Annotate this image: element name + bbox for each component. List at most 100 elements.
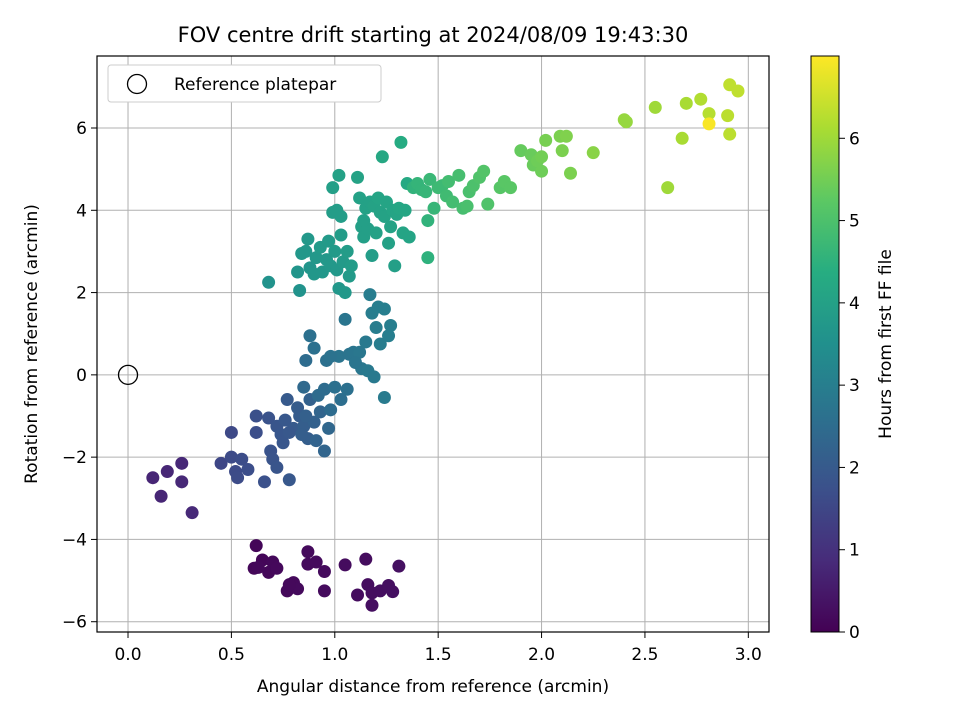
data-point xyxy=(278,413,292,427)
colorbar-ticks: 0 1 2 3 4 5 6 xyxy=(839,129,860,643)
x-tick-label: 0.0 xyxy=(114,645,141,665)
data-point xyxy=(386,585,400,599)
data-point xyxy=(442,174,456,188)
data-point xyxy=(301,545,315,559)
colorbar-tick-label: 1 xyxy=(849,541,860,561)
x-tick-label: 1.5 xyxy=(425,645,452,665)
legend-box xyxy=(107,64,382,103)
data-point xyxy=(481,197,495,211)
data-point xyxy=(446,195,460,209)
data-point xyxy=(309,434,323,448)
data-point xyxy=(324,349,338,363)
data-point xyxy=(307,341,321,355)
data-point xyxy=(394,135,408,149)
data-point xyxy=(231,471,245,485)
data-point xyxy=(235,452,249,466)
data-point xyxy=(332,168,346,182)
data-point xyxy=(338,286,352,300)
data-point xyxy=(293,284,307,298)
data-point xyxy=(340,382,354,396)
data-point xyxy=(175,475,189,489)
data-point xyxy=(421,214,435,228)
colorbar-tick-label: 4 xyxy=(849,294,860,314)
y-tick-label: 2 xyxy=(76,284,87,304)
data-point xyxy=(586,146,600,160)
data-point xyxy=(514,144,528,158)
data-point xyxy=(282,425,296,439)
data-point xyxy=(241,462,255,476)
data-point xyxy=(460,199,474,213)
data-point xyxy=(328,380,342,394)
legend: Reference platepar xyxy=(107,64,382,103)
data-point xyxy=(291,265,305,279)
y-tick-label: −6 xyxy=(62,613,87,633)
data-point xyxy=(282,473,296,487)
data-point xyxy=(369,321,383,335)
data-point xyxy=(392,559,406,573)
data-point xyxy=(295,428,309,442)
data-point xyxy=(317,584,331,598)
data-point xyxy=(276,436,290,450)
y-tick-label: 6 xyxy=(76,119,87,139)
y-tick-label: 0 xyxy=(76,366,87,386)
data-point xyxy=(357,214,371,228)
grid xyxy=(97,56,769,632)
data-point xyxy=(353,345,367,359)
colorbar-tick-label: 3 xyxy=(849,376,860,396)
data-point xyxy=(675,131,689,145)
data-point xyxy=(452,168,466,182)
data-point xyxy=(731,84,745,98)
colorbar: 0 1 2 3 4 5 6 Hours from first FF file xyxy=(810,55,896,643)
data-point xyxy=(262,275,276,289)
y-tick-label: −2 xyxy=(62,448,87,468)
x-axis-ticks: 0.0 0.5 1.0 1.5 2.0 2.5 3.0 xyxy=(114,632,762,665)
data-point xyxy=(694,92,708,106)
data-point xyxy=(249,539,263,553)
data-point xyxy=(326,181,340,195)
data-point xyxy=(504,181,518,195)
data-point xyxy=(702,107,716,121)
data-point xyxy=(299,353,313,367)
legend-marker-icon xyxy=(126,73,148,95)
data-point xyxy=(365,598,379,612)
data-point xyxy=(539,133,553,147)
data-point xyxy=(340,244,354,258)
data-point xyxy=(146,471,160,485)
colorbar-label: Hours from first FF file xyxy=(876,249,896,439)
data-point xyxy=(367,370,381,384)
legend-label: Reference platepar xyxy=(174,75,336,95)
data-point xyxy=(160,465,174,479)
colorbar-tick-label: 0 xyxy=(849,623,860,643)
data-point xyxy=(317,444,331,458)
data-point xyxy=(185,506,199,520)
colorbar-tick-label: 5 xyxy=(849,212,860,232)
data-point xyxy=(423,172,437,186)
data-point xyxy=(297,380,311,394)
data-point xyxy=(309,251,323,265)
colorbar-gradient xyxy=(810,55,840,633)
data-point xyxy=(334,228,348,242)
data-point xyxy=(477,164,491,178)
data-point xyxy=(384,318,398,332)
x-tick-label: 2.0 xyxy=(528,645,555,665)
colorbar-tick-label: 6 xyxy=(849,129,860,149)
data-point xyxy=(359,335,373,349)
data-point xyxy=(270,561,284,575)
y-axis-ticks: −6 −4 −2 0 2 4 6 xyxy=(62,119,97,633)
data-point xyxy=(351,170,365,184)
data-point xyxy=(648,100,662,114)
reference-platepar-marker xyxy=(117,364,139,386)
data-point xyxy=(388,259,402,273)
data-point xyxy=(721,109,735,123)
data-point xyxy=(679,96,693,110)
data-point xyxy=(338,558,352,572)
data-point xyxy=(224,450,238,464)
data-point xyxy=(301,232,315,246)
data-point xyxy=(363,288,377,302)
data-point xyxy=(175,456,189,470)
data-point xyxy=(427,201,441,215)
data-point xyxy=(377,302,391,316)
data-point xyxy=(382,329,396,343)
